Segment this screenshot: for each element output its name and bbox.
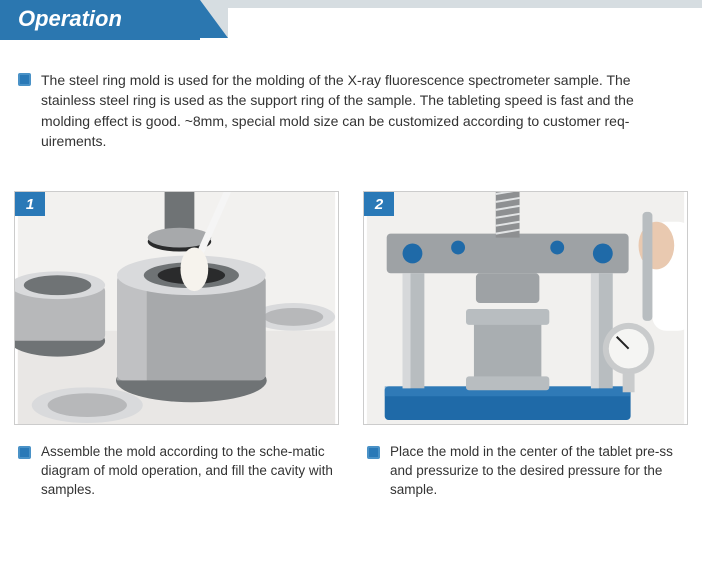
header: Operation [0, 0, 702, 40]
step-2: 2 [363, 191, 688, 500]
step-1-caption-text: Assemble the mold according to the sche-… [41, 443, 335, 500]
step-1: 1 [14, 191, 339, 500]
step-2-illustration [364, 192, 687, 424]
header-tail [200, 0, 702, 8]
step-1-photo: 1 [14, 191, 339, 425]
step-2-badge: 2 [364, 192, 394, 216]
step-1-bullet-icon [18, 446, 31, 459]
step-2-photo: 2 [363, 191, 688, 425]
step-1-illustration [15, 192, 338, 424]
intro-bullet-icon [18, 73, 31, 86]
header-title: Operation [0, 0, 200, 40]
steps-row: 1 [0, 191, 702, 500]
step-2-caption-text: Place the mold in the center of the tabl… [390, 443, 684, 500]
intro-text: The steel ring mold is used for the mold… [41, 70, 684, 151]
step-1-badge: 1 [15, 192, 45, 216]
step-2-bullet-icon [367, 446, 380, 459]
step-1-caption: Assemble the mold according to the sche-… [14, 443, 339, 500]
step-2-caption: Place the mold in the center of the tabl… [363, 443, 688, 500]
intro-block: The steel ring mold is used for the mold… [0, 70, 702, 151]
